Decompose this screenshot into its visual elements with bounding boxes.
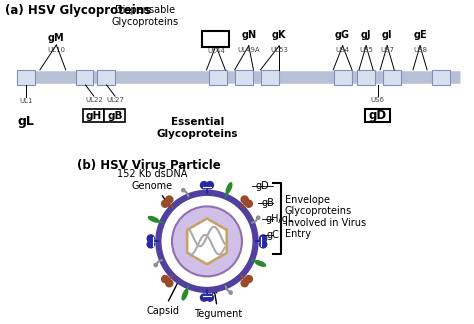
Text: US5: US5 xyxy=(359,47,373,53)
Circle shape xyxy=(241,280,248,287)
Text: gE: gE xyxy=(413,30,427,40)
Circle shape xyxy=(229,291,232,294)
Circle shape xyxy=(201,182,208,189)
FancyBboxPatch shape xyxy=(383,70,401,85)
Text: Dispensable
Glycoproteins: Dispensable Glycoproteins xyxy=(112,6,179,27)
FancyBboxPatch shape xyxy=(334,70,352,85)
Text: UL10: UL10 xyxy=(47,47,65,53)
Ellipse shape xyxy=(182,289,188,300)
Circle shape xyxy=(172,206,242,276)
FancyBboxPatch shape xyxy=(261,70,279,85)
Text: US4: US4 xyxy=(336,47,349,53)
Circle shape xyxy=(201,294,208,301)
Ellipse shape xyxy=(148,216,159,222)
Text: gN: gN xyxy=(241,30,256,40)
Text: UL1: UL1 xyxy=(19,98,33,104)
Text: US6: US6 xyxy=(371,97,385,103)
Text: UL49A: UL49A xyxy=(237,47,260,53)
Circle shape xyxy=(166,280,173,287)
Circle shape xyxy=(162,275,169,283)
Circle shape xyxy=(154,263,157,267)
Text: gG: gG xyxy=(335,30,350,40)
Circle shape xyxy=(166,196,173,203)
Circle shape xyxy=(260,235,267,242)
Text: gD: gD xyxy=(255,181,269,191)
Text: gH/gL: gH/gL xyxy=(265,214,294,224)
Text: gM: gM xyxy=(48,33,64,43)
Text: gC: gC xyxy=(267,230,280,240)
Circle shape xyxy=(162,200,169,207)
Polygon shape xyxy=(187,219,227,264)
Text: gH: gH xyxy=(86,110,102,121)
Text: gB: gB xyxy=(107,110,123,121)
FancyBboxPatch shape xyxy=(17,70,35,85)
Circle shape xyxy=(206,182,213,189)
Text: Tegument: Tegument xyxy=(194,289,242,319)
FancyBboxPatch shape xyxy=(365,109,390,122)
Circle shape xyxy=(245,200,252,207)
FancyBboxPatch shape xyxy=(235,70,253,85)
Circle shape xyxy=(245,275,252,283)
Text: Envelope
Glycoproteins
Involved in Virus
Entry: Envelope Glycoproteins Involved in Virus… xyxy=(285,195,366,239)
FancyBboxPatch shape xyxy=(75,70,93,85)
FancyBboxPatch shape xyxy=(357,70,375,85)
Text: gK: gK xyxy=(272,30,286,40)
Circle shape xyxy=(182,189,185,192)
Text: Capsid: Capsid xyxy=(147,274,182,316)
Text: gC: gC xyxy=(207,32,225,45)
Circle shape xyxy=(206,294,213,301)
Text: US7: US7 xyxy=(380,47,394,53)
Circle shape xyxy=(256,216,260,219)
FancyBboxPatch shape xyxy=(432,70,450,85)
FancyBboxPatch shape xyxy=(210,70,227,85)
FancyBboxPatch shape xyxy=(82,109,104,122)
Text: 152 Kb dsDNA
Genome: 152 Kb dsDNA Genome xyxy=(117,169,187,233)
Ellipse shape xyxy=(226,183,232,193)
Text: gJ: gJ xyxy=(361,30,371,40)
Text: UL44: UL44 xyxy=(207,48,225,53)
Text: US8: US8 xyxy=(413,47,427,53)
Text: gB: gB xyxy=(261,198,274,207)
Text: UL53: UL53 xyxy=(270,47,288,53)
Text: gL: gL xyxy=(18,115,34,128)
Text: UL27: UL27 xyxy=(106,97,124,103)
Text: gI: gI xyxy=(382,30,392,40)
FancyBboxPatch shape xyxy=(97,70,115,85)
Ellipse shape xyxy=(255,260,265,266)
Text: Essential
Glycoproteins: Essential Glycoproteins xyxy=(156,117,238,139)
Circle shape xyxy=(260,241,267,248)
Circle shape xyxy=(159,193,255,290)
Text: (b) HSV Virus Particle: (b) HSV Virus Particle xyxy=(77,159,221,172)
Circle shape xyxy=(241,196,248,203)
Text: gD: gD xyxy=(369,109,387,122)
Circle shape xyxy=(147,235,155,242)
Text: UL22: UL22 xyxy=(85,97,103,103)
FancyBboxPatch shape xyxy=(202,31,228,47)
FancyBboxPatch shape xyxy=(104,109,125,122)
Text: (a) HSV Glycoproteins: (a) HSV Glycoproteins xyxy=(5,4,151,17)
Circle shape xyxy=(147,241,155,248)
